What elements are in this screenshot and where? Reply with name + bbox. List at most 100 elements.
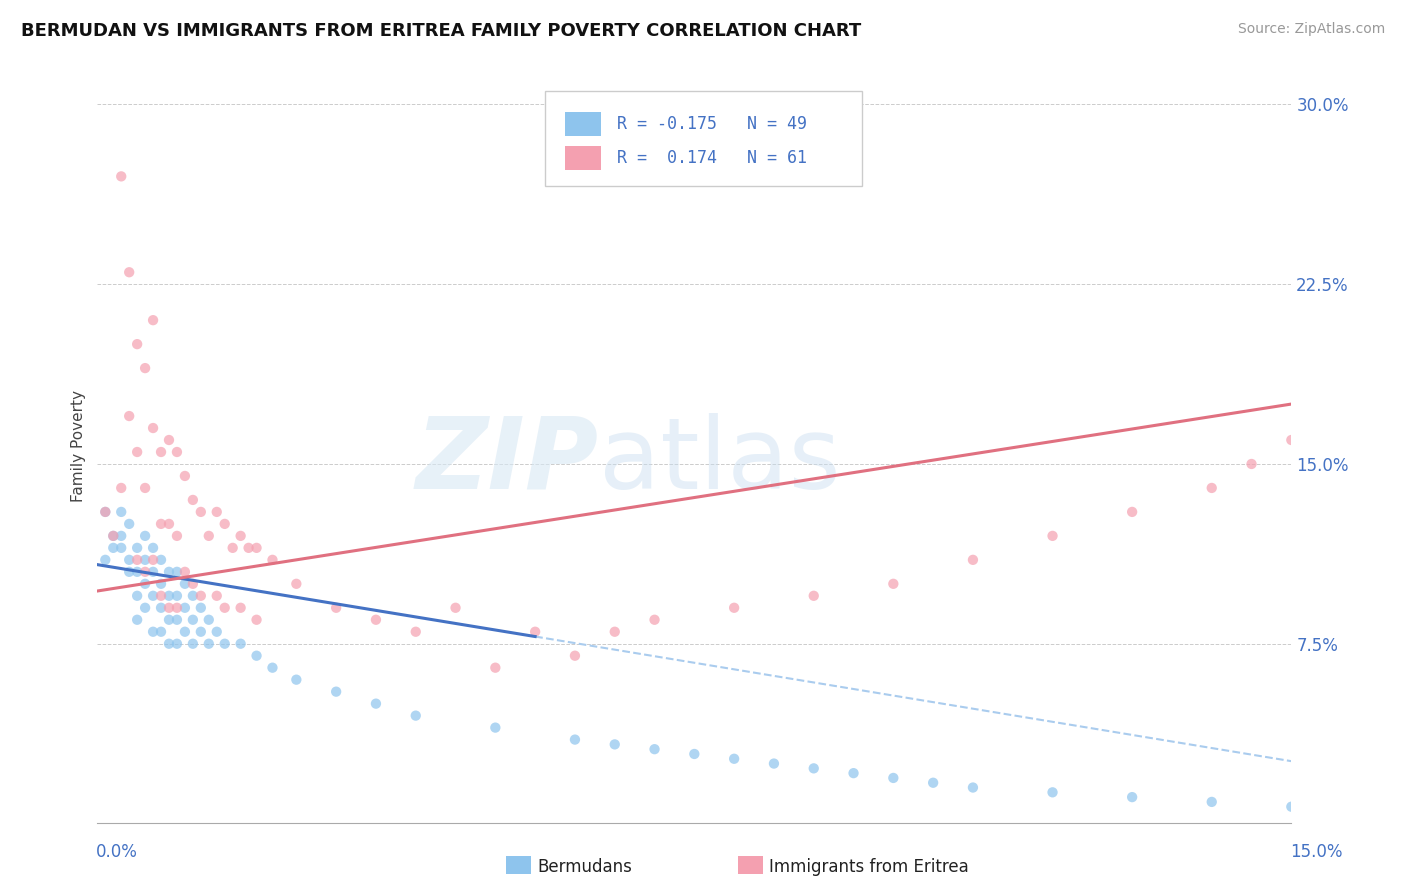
Point: [1042, 785, 1064, 799]
Point: [142, 553, 165, 567]
Point: [150, 516, 173, 531]
Point: [1121, 505, 1143, 519]
Point: [1201, 481, 1223, 495]
Point: [603, 738, 626, 752]
Point: [181, 589, 204, 603]
Y-axis label: Family Poverty: Family Poverty: [72, 390, 86, 502]
Point: [103, 541, 125, 555]
Point: [127, 445, 149, 459]
Point: [181, 576, 204, 591]
Point: [181, 637, 204, 651]
Point: [127, 565, 149, 579]
Text: BERMUDAN VS IMMIGRANTS FROM ERITREA FAMILY POVERTY CORRELATION CHART: BERMUDAN VS IMMIGRANTS FROM ERITREA FAMI…: [21, 22, 862, 40]
Point: [882, 576, 904, 591]
Point: [181, 492, 204, 507]
Point: [364, 697, 387, 711]
Point: [603, 624, 626, 639]
Text: atlas: atlas: [599, 413, 841, 509]
Point: [166, 565, 188, 579]
Point: [803, 761, 825, 775]
Point: [174, 600, 197, 615]
Point: [94, 505, 117, 519]
Point: [205, 624, 228, 639]
Point: [110, 541, 132, 555]
Point: [174, 576, 197, 591]
Point: [842, 766, 865, 780]
Point: [118, 409, 141, 423]
Point: [1042, 529, 1064, 543]
Point: [762, 756, 785, 771]
Point: [962, 780, 984, 795]
Point: [962, 553, 984, 567]
Point: [190, 505, 212, 519]
Point: [142, 541, 165, 555]
Point: [166, 529, 188, 543]
Point: [134, 565, 156, 579]
Point: [197, 637, 219, 651]
Point: [150, 600, 173, 615]
Point: [118, 516, 141, 531]
Point: [364, 613, 387, 627]
Point: [205, 589, 228, 603]
Point: [150, 445, 173, 459]
Point: [1201, 795, 1223, 809]
Point: [405, 708, 427, 723]
Point: [325, 600, 347, 615]
Point: [444, 600, 467, 615]
Text: Source: ZipAtlas.com: Source: ZipAtlas.com: [1237, 22, 1385, 37]
Point: [127, 613, 149, 627]
Point: [157, 433, 180, 447]
Point: [134, 553, 156, 567]
Point: [157, 600, 180, 615]
Point: [564, 732, 586, 747]
Point: [94, 553, 117, 567]
Point: [644, 613, 666, 627]
Point: [214, 637, 236, 651]
Point: [166, 445, 188, 459]
Point: [134, 361, 156, 376]
Point: [205, 505, 228, 519]
Point: [229, 529, 252, 543]
Point: [150, 576, 173, 591]
Point: [166, 613, 188, 627]
Point: [229, 600, 252, 615]
Point: [214, 516, 236, 531]
Point: [197, 613, 219, 627]
Point: [142, 624, 165, 639]
Point: [103, 529, 125, 543]
Point: [221, 541, 243, 555]
Point: [166, 589, 188, 603]
Point: [142, 421, 165, 435]
Point: [882, 771, 904, 785]
Point: [157, 565, 180, 579]
Point: [157, 637, 180, 651]
Point: [118, 553, 141, 567]
Point: [1121, 790, 1143, 805]
Point: [150, 553, 173, 567]
Point: [142, 589, 165, 603]
Point: [157, 589, 180, 603]
Point: [1240, 457, 1263, 471]
Text: 0.0%: 0.0%: [96, 843, 138, 861]
Point: [214, 600, 236, 615]
Text: Bermudans: Bermudans: [537, 858, 631, 876]
Point: [405, 624, 427, 639]
Point: [174, 565, 197, 579]
Point: [723, 600, 745, 615]
Point: [142, 313, 165, 327]
Point: [150, 624, 173, 639]
Point: [229, 637, 252, 651]
Point: [110, 169, 132, 184]
Point: [134, 529, 156, 543]
Bar: [565, 146, 602, 170]
Point: [134, 481, 156, 495]
Point: [110, 529, 132, 543]
Point: [157, 613, 180, 627]
Point: [723, 752, 745, 766]
Point: [245, 541, 267, 555]
Text: ZIP: ZIP: [416, 413, 599, 509]
Point: [134, 600, 156, 615]
Point: [285, 673, 308, 687]
Point: [245, 613, 267, 627]
Point: [803, 589, 825, 603]
